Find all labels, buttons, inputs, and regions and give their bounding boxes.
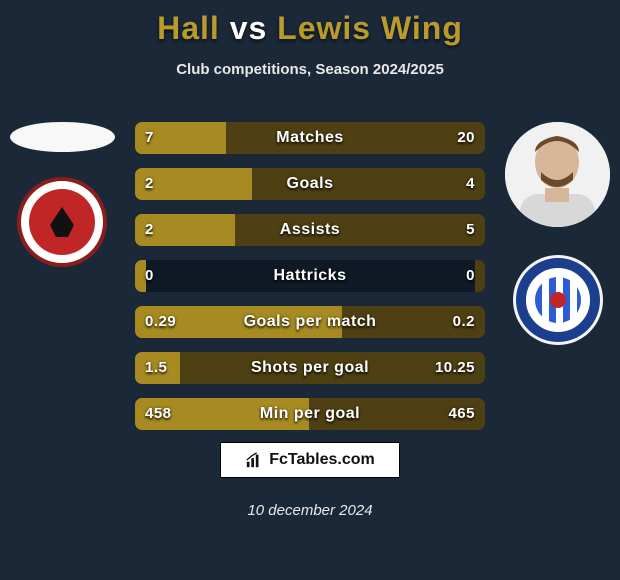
- page-date: 10 december 2024: [0, 502, 620, 519]
- stat-label: Matches: [135, 122, 485, 154]
- player2-silhouette-icon: [505, 122, 610, 227]
- subtitle: Club competitions, Season 2024/2025: [0, 61, 620, 78]
- stat-label: Assists: [135, 214, 485, 246]
- stat-row: 0.290.2Goals per match: [135, 306, 485, 338]
- site-badge[interactable]: FcTables.com: [220, 442, 400, 478]
- stat-label: Hattricks: [135, 260, 485, 292]
- player1-photo: [10, 122, 115, 152]
- stat-row: 25Assists: [135, 214, 485, 246]
- page-title: Hall vs Lewis Wing: [0, 0, 620, 47]
- player1-name: Hall: [157, 10, 220, 46]
- stat-row: 00Hattricks: [135, 260, 485, 292]
- stat-label: Goals per match: [135, 306, 485, 338]
- vs-text: vs: [230, 10, 268, 46]
- stat-row: 720Matches: [135, 122, 485, 154]
- player2-name: Lewis Wing: [277, 10, 463, 46]
- stat-label: Shots per goal: [135, 352, 485, 384]
- stat-row: 458465Min per goal: [135, 398, 485, 430]
- stat-label: Goals: [135, 168, 485, 200]
- stat-label: Min per goal: [135, 398, 485, 430]
- stats-comparison: 720Matches 24Goals 25Assists 00Hattricks 0.2…: [135, 122, 485, 444]
- stat-row: 24Goals: [135, 168, 485, 200]
- player2-club-badge: [513, 255, 603, 345]
- bar-chart-icon: [245, 451, 263, 469]
- player2-photo: [505, 122, 610, 227]
- player1-club-badge: [17, 177, 107, 267]
- stat-row: 1.510.25Shots per goal: [135, 352, 485, 384]
- site-name: FcTables.com: [269, 451, 375, 469]
